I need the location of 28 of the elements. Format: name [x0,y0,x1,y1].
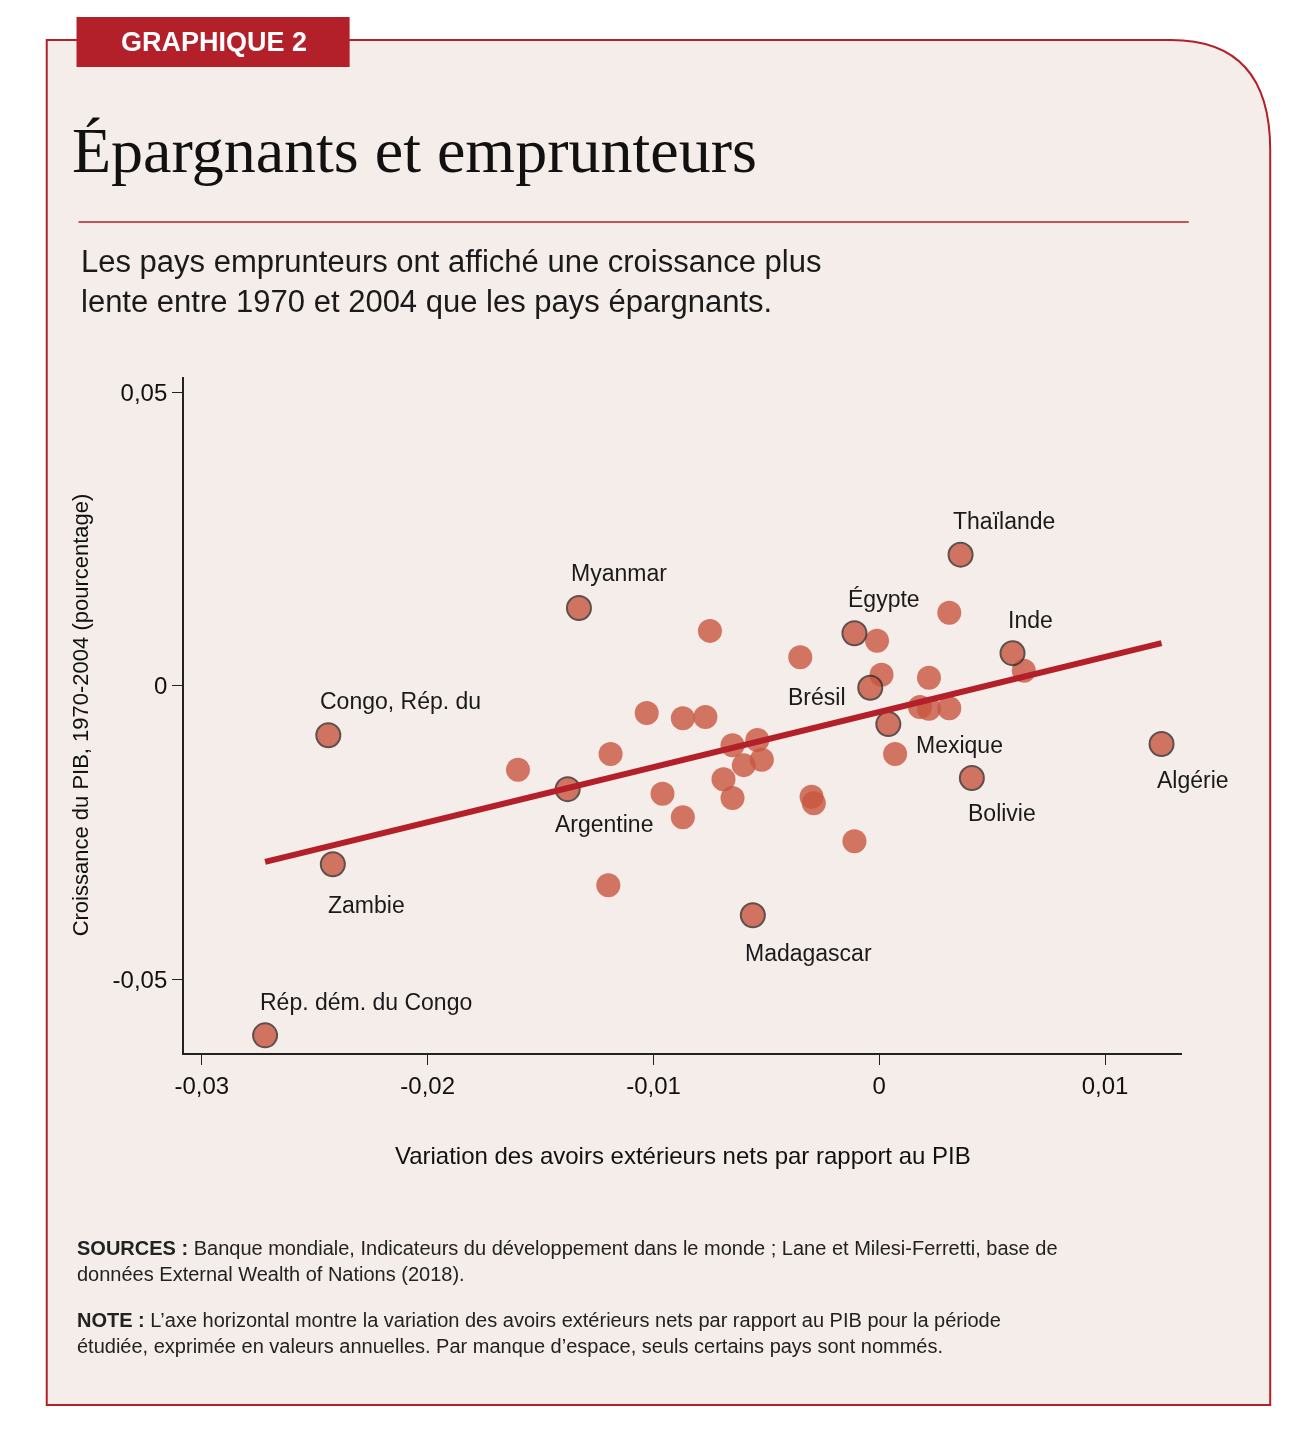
y-tick-label: 0,05 [120,379,168,407]
x-tick-label: -0,03 [174,1071,230,1099]
y-tick-label: 0 [153,672,168,700]
annotation: Zambie [328,892,405,918]
x-tick-label: -0,02 [400,1071,456,1099]
x-tick-label: 0,01 [1081,1071,1129,1099]
x-axis-title: Variation des avoirs extérieurs nets par rapport au PIB [394,1142,971,1170]
annotation: Brésil [788,684,846,710]
text: NOTE : L’axe horizontal montre la variation des avoirs extérieurs nets par rapport au PIB pour la période étudiée, exprimée en valeurs annuelles. Par manque d’espace, seuls certains pays sont nommés. [77,1309,1001,1357]
annotation: Congo, Rép. du [320,688,482,714]
annotation: Égypte [848,586,920,612]
chart-title: Épargnants et emprunteurs [72,115,757,187]
annotation: Rép. dém. du Congo [260,989,473,1015]
annotation: Argentine [555,811,654,837]
y-axis-title: Croissance du PIB, 1970-2004 (pourcentage) [67,493,93,937]
annotation: Myanmar [571,560,668,586]
annotation: Inde [1008,607,1053,633]
y-tick-label: -0,05 [112,965,168,993]
x-tick-label: -0,01 [626,1071,681,1099]
x-tick-label: 0 [872,1071,886,1099]
text: GRAPHIQUE 2 [121,27,308,57]
annotation: Algérie [1157,767,1229,793]
annotation: Thaïlande [953,508,1056,534]
annotation: Madagascar [745,940,872,966]
chart-subtitle: Les pays emprunteurs ont affiché une croissance plus lente entre 1970 et 2004 que les pays épargnants. [81,244,822,320]
source-note: SOURCES : Banque mondiale, Indicateurs du développement dans le monde ; Lane et Milesi-Ferretti, base de données External Wealth of Nations (2018). [77,1237,1058,1285]
annotation: Mexique [916,732,1003,758]
annotation: Bolivie [968,800,1036,826]
